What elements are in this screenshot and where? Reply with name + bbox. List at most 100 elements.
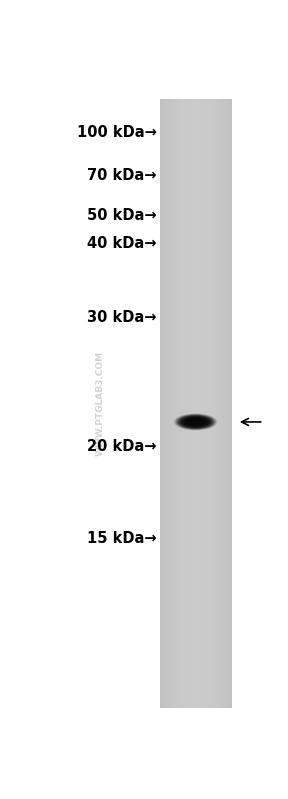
Ellipse shape: [179, 415, 213, 428]
Bar: [188, 99, 189, 708]
Bar: [170, 99, 172, 708]
Bar: [217, 99, 218, 708]
Bar: [191, 99, 192, 708]
Bar: [165, 99, 166, 708]
Bar: [186, 99, 187, 708]
Bar: [221, 99, 222, 708]
Bar: [202, 99, 203, 708]
Bar: [188, 99, 190, 708]
Bar: [210, 99, 211, 708]
Bar: [228, 99, 230, 708]
Bar: [169, 99, 170, 708]
Bar: [212, 99, 213, 708]
Bar: [184, 99, 185, 708]
Ellipse shape: [181, 416, 211, 427]
Bar: [213, 99, 215, 708]
Bar: [231, 99, 232, 708]
Ellipse shape: [188, 419, 203, 425]
Ellipse shape: [185, 418, 206, 426]
Bar: [190, 99, 191, 708]
Bar: [192, 99, 193, 708]
Bar: [226, 99, 227, 708]
Bar: [168, 99, 169, 708]
Bar: [177, 99, 178, 708]
Bar: [197, 99, 198, 708]
Bar: [178, 99, 179, 708]
Bar: [230, 99, 231, 708]
Bar: [200, 99, 201, 708]
Ellipse shape: [178, 415, 213, 429]
Bar: [164, 99, 165, 708]
Bar: [219, 99, 220, 708]
Text: WWW.PTGLAB3.COM: WWW.PTGLAB3.COM: [96, 351, 105, 456]
Ellipse shape: [184, 417, 207, 427]
Bar: [161, 99, 162, 708]
Bar: [198, 99, 200, 708]
Bar: [218, 99, 219, 708]
Bar: [198, 99, 199, 708]
Ellipse shape: [179, 415, 212, 428]
Ellipse shape: [184, 418, 207, 427]
Bar: [161, 99, 162, 708]
Text: 15 kDa→: 15 kDa→: [87, 531, 157, 547]
Ellipse shape: [183, 417, 209, 427]
Bar: [168, 99, 170, 708]
Bar: [196, 99, 197, 708]
Ellipse shape: [176, 415, 215, 430]
Bar: [208, 99, 209, 708]
Bar: [211, 99, 212, 708]
Bar: [179, 99, 180, 708]
Bar: [203, 99, 204, 708]
Ellipse shape: [175, 414, 216, 430]
Bar: [175, 99, 176, 708]
Ellipse shape: [186, 419, 205, 426]
Ellipse shape: [175, 414, 217, 430]
Bar: [189, 99, 190, 708]
Bar: [207, 99, 208, 708]
Bar: [187, 99, 188, 708]
Bar: [167, 99, 168, 708]
Text: 70 kDa→: 70 kDa→: [87, 169, 157, 183]
Bar: [226, 99, 227, 708]
Bar: [227, 99, 228, 708]
Ellipse shape: [181, 416, 210, 427]
Bar: [224, 99, 225, 708]
Bar: [171, 99, 172, 708]
Bar: [215, 99, 216, 708]
Text: 30 kDa→: 30 kDa→: [87, 310, 157, 325]
Bar: [185, 99, 186, 708]
Bar: [160, 99, 161, 708]
Ellipse shape: [187, 419, 204, 425]
Bar: [199, 99, 200, 708]
Ellipse shape: [183, 417, 208, 427]
Bar: [163, 99, 164, 708]
Bar: [166, 99, 167, 708]
Bar: [172, 99, 173, 708]
Bar: [220, 99, 221, 708]
Ellipse shape: [177, 415, 215, 429]
Ellipse shape: [182, 416, 209, 427]
Bar: [213, 99, 214, 708]
Ellipse shape: [188, 419, 204, 425]
Bar: [195, 99, 196, 708]
Bar: [223, 99, 224, 708]
Bar: [173, 99, 175, 708]
Bar: [170, 99, 171, 708]
Bar: [173, 99, 174, 708]
Ellipse shape: [180, 415, 211, 428]
Ellipse shape: [189, 419, 202, 424]
Bar: [176, 99, 177, 708]
Bar: [183, 99, 184, 708]
Bar: [166, 99, 167, 708]
Bar: [223, 99, 224, 708]
Bar: [206, 99, 207, 708]
Bar: [218, 99, 219, 708]
Bar: [174, 99, 175, 708]
Bar: [181, 99, 182, 708]
Bar: [216, 99, 217, 708]
Bar: [205, 99, 206, 708]
Bar: [191, 99, 192, 708]
Ellipse shape: [173, 413, 218, 431]
Text: 100 kDa→: 100 kDa→: [77, 125, 157, 141]
Bar: [185, 99, 187, 708]
